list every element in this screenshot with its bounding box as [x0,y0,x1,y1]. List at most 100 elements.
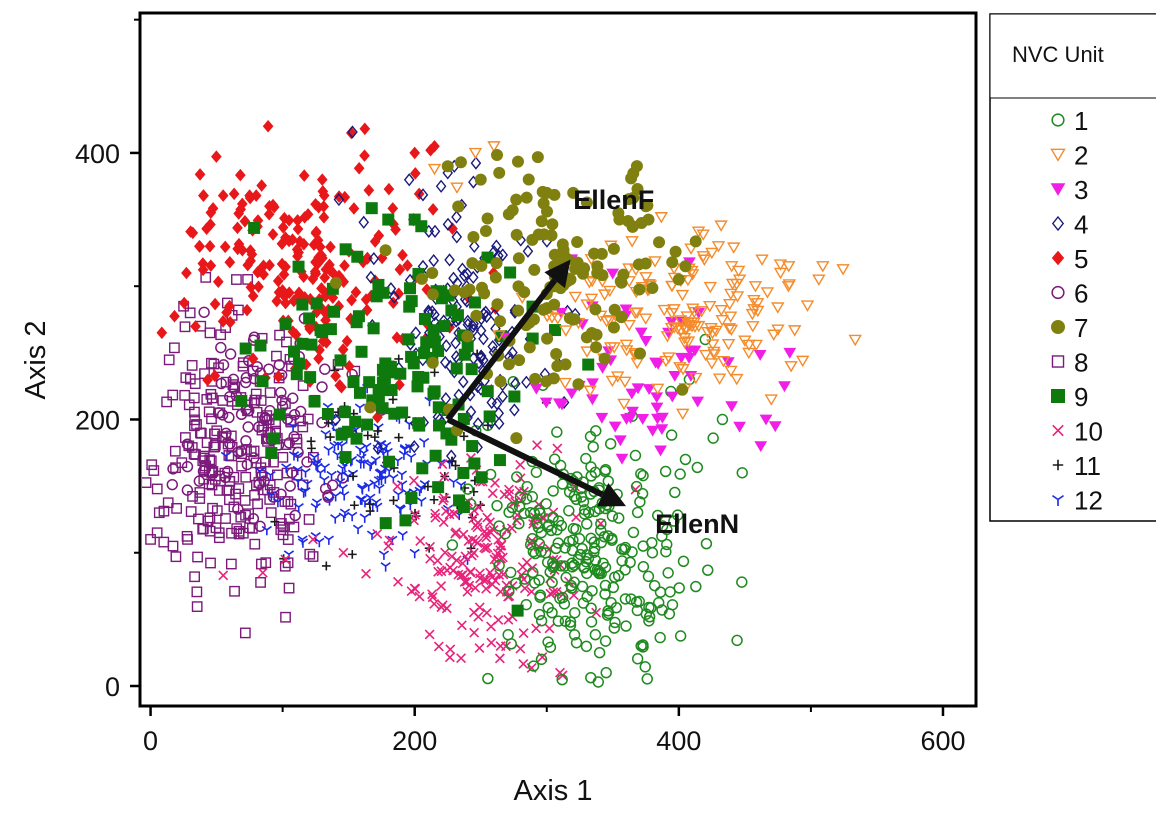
data-point [350,432,363,445]
data-point [593,646,606,659]
data-point [467,320,479,334]
data-point [556,674,568,686]
data-point [404,282,417,295]
data-point [318,189,330,202]
data-point [730,291,745,303]
data-point [587,441,599,453]
data-point [329,276,342,289]
data-point [469,487,479,497]
data-point [338,406,351,419]
data-point [650,392,664,404]
data-point [468,296,481,309]
data-point [287,392,299,404]
data-point [411,380,424,393]
data-point [215,329,227,341]
data-point [339,259,350,272]
data-point [535,546,547,558]
data-point [597,289,612,301]
data-point [696,251,710,263]
data-point [233,525,245,537]
data-point [429,598,440,609]
data-point [215,341,227,354]
data-point [395,505,406,515]
data-point [197,465,210,477]
data-point [220,427,232,440]
data-point [284,480,296,492]
data-point [504,488,515,499]
data-point [336,380,347,394]
legend-marker [1050,148,1066,162]
data-point [628,307,642,320]
data-point [716,413,729,426]
data-point [267,491,280,503]
x-tick-label: 0 [143,726,158,756]
data-point [520,191,533,204]
data-point [363,184,375,197]
data-point [483,410,496,423]
data-point [585,616,598,628]
data-point [211,150,222,163]
data-point [707,346,721,359]
data-point [163,354,175,366]
data-point [590,341,603,354]
data-point [280,296,291,310]
data-point [220,513,231,524]
data-point [279,560,291,572]
data-point [462,267,473,281]
series-7 [329,149,702,445]
data-point [493,559,505,572]
data-point [361,418,374,431]
data-point [613,435,627,447]
data-point [444,652,455,663]
data-point [603,285,617,298]
data-point [512,252,525,265]
data-point [287,345,300,358]
data-point [567,534,579,546]
data-point [548,560,560,572]
data-point [697,254,712,266]
data-point [383,541,394,552]
data-point [277,451,289,463]
data-point [554,307,568,319]
data-point [705,247,719,260]
data-point [319,271,331,284]
data-point [705,358,719,370]
data-point [432,481,445,494]
data-point [583,385,597,397]
data-point [204,239,216,253]
data-point [249,394,261,406]
data-point [513,518,525,530]
data-point [185,506,197,517]
data-point [497,248,509,262]
data-point [673,362,687,374]
data-point [349,415,362,428]
data-point [217,189,229,202]
data-point [212,407,225,419]
data-point [625,593,637,605]
data-point [493,520,505,532]
data-point [239,342,252,355]
data-point [782,261,796,273]
legend-label: 7 [1074,313,1088,343]
data-point [662,567,674,579]
legend-label: 12 [1074,486,1103,516]
data-point [669,486,681,499]
data-point [203,478,215,490]
data-point [760,287,775,299]
data-point [577,597,590,609]
data-point [540,375,553,388]
y-tick-label: 0 [105,672,120,702]
data-point [446,539,459,551]
data-point [473,611,484,622]
data-point [242,421,254,433]
data-point [321,408,334,421]
data-point [409,548,420,559]
data-point [280,611,291,623]
data-point [590,425,602,437]
data-point [472,417,484,431]
data-point [330,369,341,383]
data-point [397,248,408,262]
data-point [356,495,368,505]
data-point [213,527,225,539]
data-point [526,586,537,597]
